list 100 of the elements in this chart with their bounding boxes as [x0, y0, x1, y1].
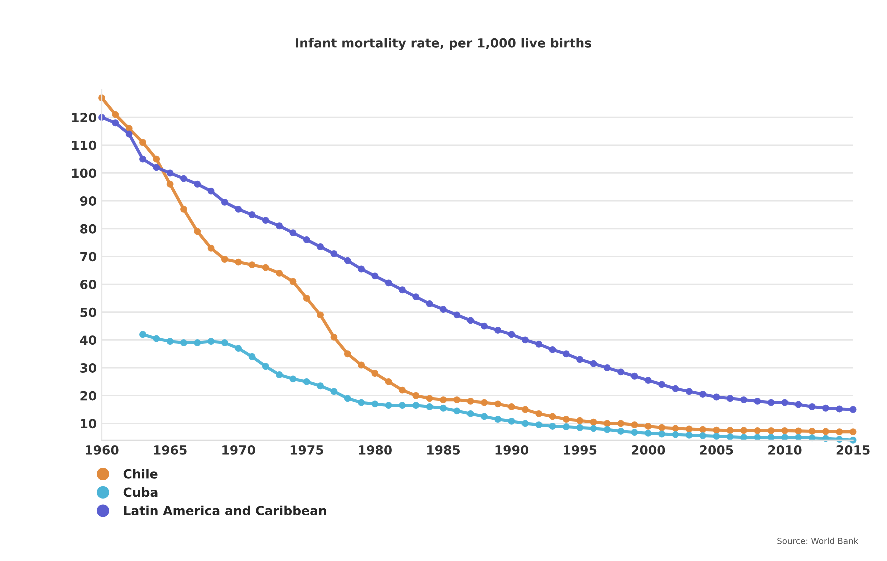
point	[562, 424, 570, 430]
point	[631, 372, 638, 380]
point	[290, 230, 297, 237]
point	[153, 156, 160, 163]
point	[713, 433, 720, 440]
point	[221, 198, 228, 206]
point	[522, 406, 529, 414]
point	[768, 427, 775, 434]
point	[822, 428, 830, 436]
point	[782, 434, 788, 442]
point	[467, 410, 474, 418]
x-tick-label: 1975	[290, 445, 324, 455]
legend-label: Chile	[124, 469, 158, 479]
point	[372, 370, 379, 378]
point	[235, 345, 242, 352]
point	[180, 206, 188, 213]
point	[262, 217, 270, 224]
point	[508, 331, 516, 338]
point	[140, 139, 146, 146]
point	[562, 350, 570, 358]
point	[795, 401, 802, 408]
point	[618, 420, 625, 428]
point	[590, 418, 598, 426]
point	[467, 398, 474, 405]
point	[290, 376, 297, 383]
x-tick-label: 1980	[359, 445, 392, 455]
point	[522, 420, 529, 428]
x-tick-label: 1970	[222, 445, 256, 455]
x-tick-label: 1965	[154, 445, 187, 455]
point	[262, 264, 270, 272]
point	[644, 430, 652, 437]
point	[576, 356, 584, 364]
point	[686, 426, 693, 433]
point	[317, 244, 324, 250]
point	[290, 278, 297, 286]
legend-label: Cuba	[124, 488, 158, 498]
point	[399, 386, 406, 394]
point	[385, 280, 392, 287]
point	[536, 340, 543, 348]
y-tick-label: 90	[80, 196, 97, 206]
point	[604, 426, 611, 434]
point	[440, 396, 447, 404]
point	[412, 294, 420, 301]
point	[344, 350, 352, 358]
point	[467, 317, 474, 324]
point	[412, 392, 420, 400]
point	[768, 434, 775, 442]
point	[194, 228, 202, 236]
point	[604, 420, 611, 428]
point	[713, 426, 720, 434]
point	[276, 270, 284, 277]
point	[481, 322, 488, 330]
point	[658, 424, 666, 432]
point	[385, 378, 392, 386]
point	[686, 388, 693, 396]
x-tick-label: 1990	[496, 445, 529, 455]
point	[618, 368, 625, 376]
point	[644, 423, 652, 430]
point	[850, 428, 857, 436]
point	[330, 250, 338, 258]
point	[522, 336, 529, 344]
point	[194, 180, 202, 188]
y-tick-label: 10	[81, 419, 97, 429]
point	[208, 338, 215, 346]
point	[795, 428, 802, 435]
point	[440, 404, 447, 412]
point	[836, 406, 844, 413]
point	[658, 381, 666, 388]
point	[644, 377, 652, 384]
point	[221, 256, 228, 263]
point	[754, 398, 762, 405]
point	[782, 399, 788, 406]
point	[208, 188, 215, 195]
point	[808, 404, 816, 410]
point	[140, 156, 146, 163]
point	[836, 428, 844, 436]
y-tick-label: 40	[80, 336, 97, 346]
point	[672, 425, 680, 432]
point	[494, 416, 502, 423]
point	[754, 434, 762, 442]
point	[454, 396, 461, 404]
point	[454, 408, 461, 415]
point	[590, 360, 598, 368]
point	[166, 170, 174, 177]
point	[562, 416, 570, 423]
y-tick-label: 100	[72, 168, 97, 178]
x-tick-label: 2005	[700, 445, 734, 455]
point	[618, 428, 625, 435]
point	[112, 111, 120, 118]
y-tick-label: 30	[80, 364, 97, 373]
point	[658, 430, 666, 438]
point	[808, 428, 816, 435]
point	[262, 363, 270, 370]
point	[317, 312, 324, 319]
point	[221, 340, 228, 346]
point	[372, 272, 379, 280]
source-note: Source: World Bank	[778, 538, 859, 544]
point	[303, 378, 310, 386]
point	[235, 258, 242, 266]
point	[481, 399, 488, 406]
